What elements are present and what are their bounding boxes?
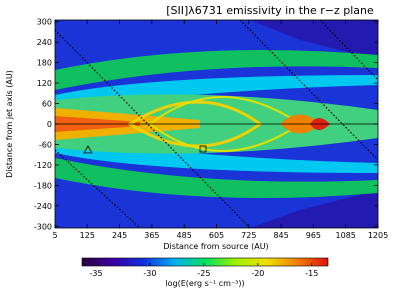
y-tick-label: 240 — [37, 38, 52, 47]
y-tick-label: -180 — [34, 181, 52, 190]
x-tick-label: 125 — [80, 231, 95, 240]
y-tick-label: 0 — [47, 120, 52, 129]
heatmap — [55, 20, 378, 228]
x-tick-label: 365 — [144, 231, 159, 240]
colorbar-label: log(E(erg s⁻¹ cm⁻³)) — [165, 279, 244, 288]
x-tick-label: 1205 — [368, 231, 388, 240]
colorbar-tick-label: -35 — [89, 269, 102, 278]
x-tick-label: 965 — [306, 231, 321, 240]
x-tick-label: 725 — [241, 231, 256, 240]
x-tick-label: 605 — [209, 231, 224, 240]
y-tick-label: -120 — [34, 161, 52, 170]
x-tick-label: 845 — [273, 231, 288, 240]
y-tick-label: -240 — [34, 202, 52, 211]
x-tick-label: 485 — [177, 231, 192, 240]
y-tick-label: 300 — [37, 18, 52, 27]
y-tick-label: -60 — [39, 140, 52, 149]
y-tick-label: 60 — [42, 100, 52, 109]
y-tick-label: 180 — [37, 59, 52, 68]
y-tick-label: 120 — [37, 79, 52, 88]
x-tick-label: 5 — [52, 231, 57, 240]
x-tick-label: 1085 — [336, 231, 356, 240]
x-axis-label: Distance from source (AU) — [163, 242, 268, 251]
y-axis-label: Distance from jet axis (AU) — [5, 70, 14, 178]
chart-title: [SII]λ6731 emissivity in the r−z plane — [166, 4, 374, 17]
x-tick-label: 245 — [112, 231, 127, 240]
colorbar-tick-label: -25 — [197, 269, 210, 278]
y-tick-label: -300 — [34, 222, 52, 231]
colorbar-tick-label: -30 — [143, 269, 156, 278]
colorbar-tick-label: -20 — [251, 269, 264, 278]
colorbar-tick-label: -15 — [305, 269, 318, 278]
colorbar — [81, 257, 329, 267]
